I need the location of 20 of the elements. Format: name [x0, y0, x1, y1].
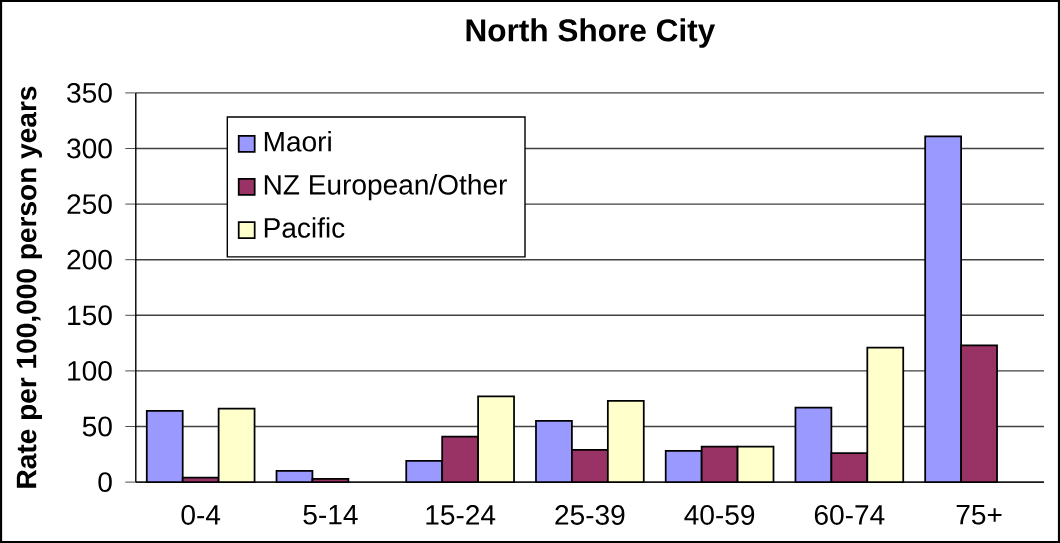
x-tick-label: 0-4 [181, 505, 221, 525]
x-tick-label: 40-59 [684, 505, 755, 525]
y-tick-label: 0 [98, 472, 112, 493]
legend-label: Pacific [264, 217, 345, 238]
y-tick-label: 200 [67, 249, 112, 270]
legend-label: Maori [264, 130, 331, 152]
y-tick-label: 50 [82, 416, 112, 437]
x-tick-label: 5-14 [303, 504, 358, 525]
x-tick-label: 75+ [956, 504, 1002, 525]
y-tick-label: 350 [67, 82, 112, 103]
legend-label: NZ European/Other [264, 174, 507, 201]
y-tick-label: 300 [67, 138, 112, 159]
x-tick-label: 25-39 [555, 505, 625, 525]
x-tick-label: 60-74 [814, 505, 885, 525]
y-tick-label: 100 [68, 360, 112, 381]
chart-title: North Shore City [466, 18, 716, 48]
y-tick-label: 250 [67, 194, 112, 215]
y-tick-label: 150 [68, 305, 112, 326]
x-tick-label: 15-24 [426, 505, 496, 525]
y-axis-title: Rate per 100,000 person years [16, 86, 42, 488]
